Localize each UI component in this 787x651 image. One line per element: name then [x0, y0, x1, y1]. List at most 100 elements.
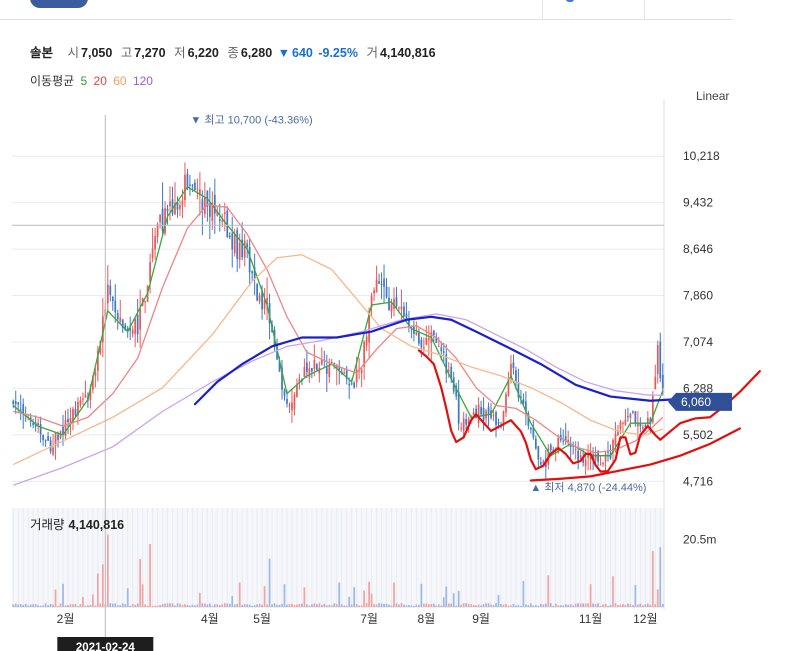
- candle-body: [378, 281, 380, 284]
- ma-legend-item-60[interactable]: 60: [113, 74, 127, 88]
- volume-bar: [547, 575, 550, 607]
- volume-bar: [154, 605, 156, 607]
- candle-body: [308, 368, 311, 378]
- y-tick-label: 8,646: [683, 242, 713, 256]
- volume-bar: [405, 605, 408, 607]
- moving-average-legend[interactable]: 이동평균 5 20 60 120: [30, 72, 156, 89]
- volume-bar: [24, 603, 27, 607]
- volume-bar: [355, 603, 358, 607]
- candle-body: [619, 421, 622, 429]
- volume-value: 4,140,816: [379, 46, 436, 60]
- candle-body: [440, 347, 443, 352]
- candle-body: [363, 341, 366, 367]
- volume-bar: [582, 603, 584, 607]
- top-tab-icon[interactable]: [566, 0, 574, 2]
- volume-bar: [84, 605, 87, 607]
- volume-bar: [283, 584, 286, 607]
- candle-body: [418, 332, 420, 344]
- candle-body: [582, 456, 584, 463]
- volume-bar: [159, 605, 161, 607]
- volume-label: 거: [366, 46, 378, 60]
- candle-body: [350, 383, 353, 385]
- candle-body: [415, 331, 418, 335]
- ma-legend-item-120[interactable]: 120: [132, 74, 153, 88]
- candle-body: [393, 298, 395, 309]
- x-tick-label: 4월: [201, 612, 219, 626]
- volume-bar: [510, 605, 512, 607]
- candle-body: [465, 419, 468, 425]
- candle-body: [253, 267, 256, 279]
- candle-body: [231, 233, 234, 250]
- candle-body: [258, 295, 261, 302]
- candle-body: [124, 324, 127, 330]
- volume-bar: [525, 604, 527, 607]
- candle-body: [629, 413, 632, 418]
- volume-bar: [604, 603, 607, 607]
- candle-body: [89, 388, 92, 400]
- candle-body: [39, 424, 42, 435]
- candle-body: [196, 188, 199, 190]
- candle-body: [360, 369, 363, 373]
- change-arrow-icon: ▼: [277, 46, 290, 60]
- candle-body: [594, 453, 597, 461]
- volume-bar: [99, 603, 102, 607]
- candle-body: [320, 359, 323, 365]
- volume-bar: [455, 605, 458, 607]
- volume-bar: [139, 558, 142, 607]
- ma-legend-item-20[interactable]: 20: [93, 74, 107, 88]
- candle-body: [549, 444, 552, 451]
- volume-bar: [661, 603, 664, 607]
- candle-body: [467, 418, 470, 425]
- candle-body: [92, 375, 94, 390]
- volume-bar: [89, 604, 92, 607]
- volume-bar: [579, 603, 582, 607]
- candle-body: [186, 173, 189, 188]
- volume-bar: [462, 603, 465, 607]
- y-tick-label: 6,288: [683, 381, 713, 395]
- high-label: 고: [120, 46, 133, 60]
- candle-body: [534, 438, 537, 449]
- top-tab-button[interactable]: [30, 0, 88, 8]
- annotation-blue-line: [193, 315, 692, 406]
- scale-mode-toggle[interactable]: Linear: [696, 89, 730, 103]
- volume-bar: [34, 604, 37, 607]
- candle-body: [149, 261, 151, 283]
- candle-body: [69, 418, 72, 425]
- low-value: 6,220: [187, 46, 219, 60]
- x-tick-label: 5월: [253, 612, 271, 626]
- volume-bar: [141, 584, 144, 607]
- candle-body: [457, 392, 460, 424]
- volume-bar: [62, 583, 64, 607]
- volume-bar: [293, 605, 296, 607]
- candle-body: [19, 409, 22, 411]
- volume-bar: [49, 603, 52, 607]
- volume-bar: [32, 604, 35, 607]
- volume-bar: [567, 604, 570, 607]
- candle-body: [325, 367, 328, 374]
- candle-body: [375, 279, 378, 293]
- candle-body: [507, 378, 510, 396]
- volume-bar: [475, 605, 477, 607]
- volume-bar: [612, 576, 614, 607]
- volume-bar: [208, 603, 211, 607]
- candle-body: [512, 362, 515, 369]
- candles: [12, 162, 664, 480]
- x-tick-label: 12월: [633, 612, 657, 626]
- candle-body: [179, 205, 181, 210]
- candle-body: [293, 395, 296, 409]
- candle-body: [84, 394, 87, 398]
- volume-bar: [194, 605, 196, 607]
- candle-body: [398, 307, 400, 309]
- volume-bar: [39, 605, 42, 607]
- volume-bar: [465, 603, 468, 607]
- volume-bar: [313, 603, 316, 607]
- candle-body: [248, 246, 251, 273]
- volume-bar: [634, 585, 637, 607]
- candle-body: [164, 208, 166, 234]
- volume-bar: [64, 605, 67, 607]
- candle-body: [159, 214, 161, 223]
- volume-bar: [365, 603, 368, 607]
- volume-bar: [539, 603, 542, 607]
- ma-legend-item-5[interactable]: 5: [80, 74, 88, 88]
